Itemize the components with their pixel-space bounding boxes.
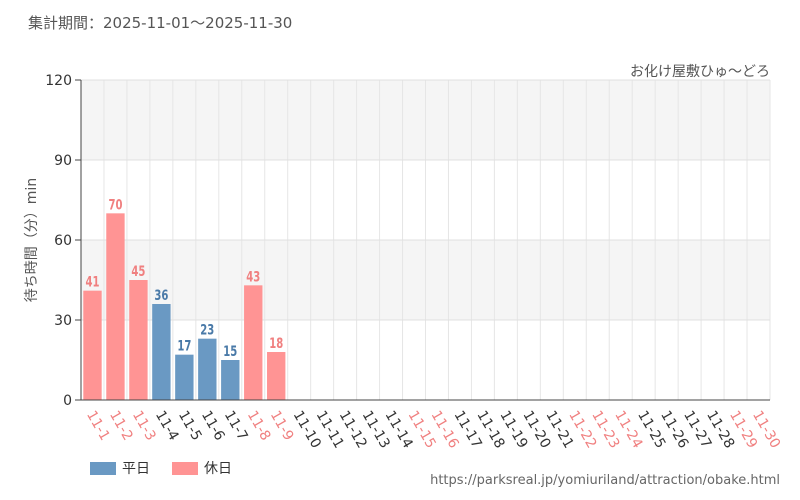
bar-value-label-11-8: 43 [246, 269, 260, 285]
y-tick-label: 30 [54, 313, 72, 329]
bar-11-3 [129, 280, 148, 400]
bar-value-label-11-5: 17 [177, 338, 191, 354]
legend-item-holiday: 休日 [172, 458, 232, 478]
legend: 平日 休日 [90, 458, 254, 478]
x-tick-label-11-3: 11-3 [129, 408, 159, 444]
x-tick-label-11-8: 11-8 [244, 408, 274, 444]
x-tick-label-11-5: 11-5 [175, 408, 205, 444]
period-label: 集計期間：2025-11-01～2025-11-30 [28, 14, 293, 32]
x-tick-label-11-2: 11-2 [106, 408, 136, 444]
bar-value-label-11-7: 15 [223, 343, 237, 359]
source-url: https://parksreal.jp/yomiuriland/attract… [430, 473, 780, 488]
bar-11-4 [152, 304, 171, 400]
bar-value-labels: 41 70 45 36 17 23 15 43 18 [85, 197, 283, 360]
bar-value-label-11-2: 70 [108, 197, 122, 213]
bar-value-label-11-4: 36 [154, 287, 168, 303]
x-tick-label-11-6: 11-6 [198, 408, 228, 444]
x-tick-label-11-1: 11-1 [83, 408, 113, 444]
bar-11-2 [106, 213, 125, 400]
x-tick-label-11-9: 11-9 [267, 408, 297, 444]
legend-label-holiday: 休日 [204, 461, 232, 477]
attraction-name: お化け屋敷ひゅ～どろ [630, 64, 770, 80]
y-axis-label: 待ち時間（分）min [24, 178, 40, 302]
bar-value-label-11-9: 18 [269, 335, 283, 351]
y-tick-label: 120 [45, 73, 72, 89]
bars [83, 213, 286, 400]
y-tick-labels: 0 30 60 90 120 [45, 73, 72, 409]
bar-11-8 [244, 285, 263, 400]
legend-swatch-holiday [172, 461, 198, 475]
x-tick-label-11-4: 11-4 [152, 408, 182, 444]
y-tick-label: 60 [54, 233, 72, 249]
bar-value-label-11-3: 45 [131, 263, 145, 279]
x-tick-labels: 11-111-211-311-411-511-611-711-811-911-1… [83, 408, 783, 451]
bar-value-label-11-1: 41 [85, 274, 99, 290]
axes [80, 80, 770, 401]
bar-11-5 [175, 354, 194, 400]
bar-11-9 [267, 352, 286, 400]
legend-swatch-weekday [90, 461, 116, 475]
x-tick-label-11-7: 11-7 [221, 408, 251, 444]
bar-11-1 [83, 290, 102, 400]
legend-item-weekday: 平日 [90, 458, 150, 478]
legend-label-weekday: 平日 [122, 461, 150, 477]
bar-11-7 [221, 360, 240, 400]
y-tick-label: 0 [63, 393, 72, 409]
bar-value-label-11-6: 23 [200, 322, 214, 338]
y-tick-label: 90 [54, 153, 72, 169]
bar-11-6 [198, 338, 217, 400]
